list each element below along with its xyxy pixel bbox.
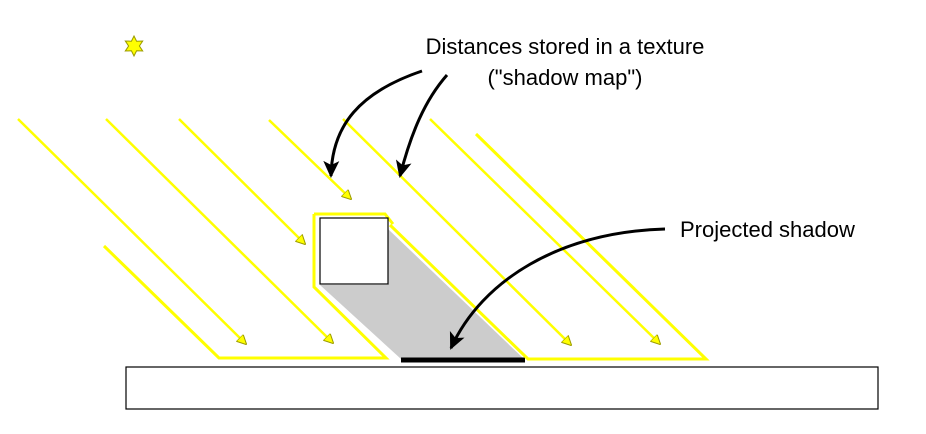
callout-arrows: [323, 69, 666, 350]
sun-icon: [124, 34, 144, 58]
light-boundary-right: [388, 132, 710, 361]
light-ray: [105, 118, 333, 343]
ground-plane: [125, 366, 879, 410]
light-ray: [429, 118, 660, 344]
callout-arrow-projected-shadow: [449, 227, 666, 350]
light-ray: [178, 118, 305, 244]
label-texture-line2: ("shadow map"): [487, 65, 642, 90]
shadow-volume: [320, 229, 524, 359]
light-boundary-object: [314, 212, 395, 225]
light-ray: [17, 118, 246, 344]
label-texture-line1: Distances stored in a texture: [426, 34, 705, 59]
occluder-box: [319, 217, 389, 285]
light-ray: [342, 118, 571, 345]
light-ray: [268, 119, 351, 199]
callout-arrow-shadow-map-1: [323, 69, 423, 178]
callout-arrow-shadow-map-2: [395, 74, 449, 178]
light-rays: [17, 118, 660, 345]
light-boundary-left: [102, 214, 390, 360]
label-projected-shadow: Projected shadow: [680, 217, 855, 242]
